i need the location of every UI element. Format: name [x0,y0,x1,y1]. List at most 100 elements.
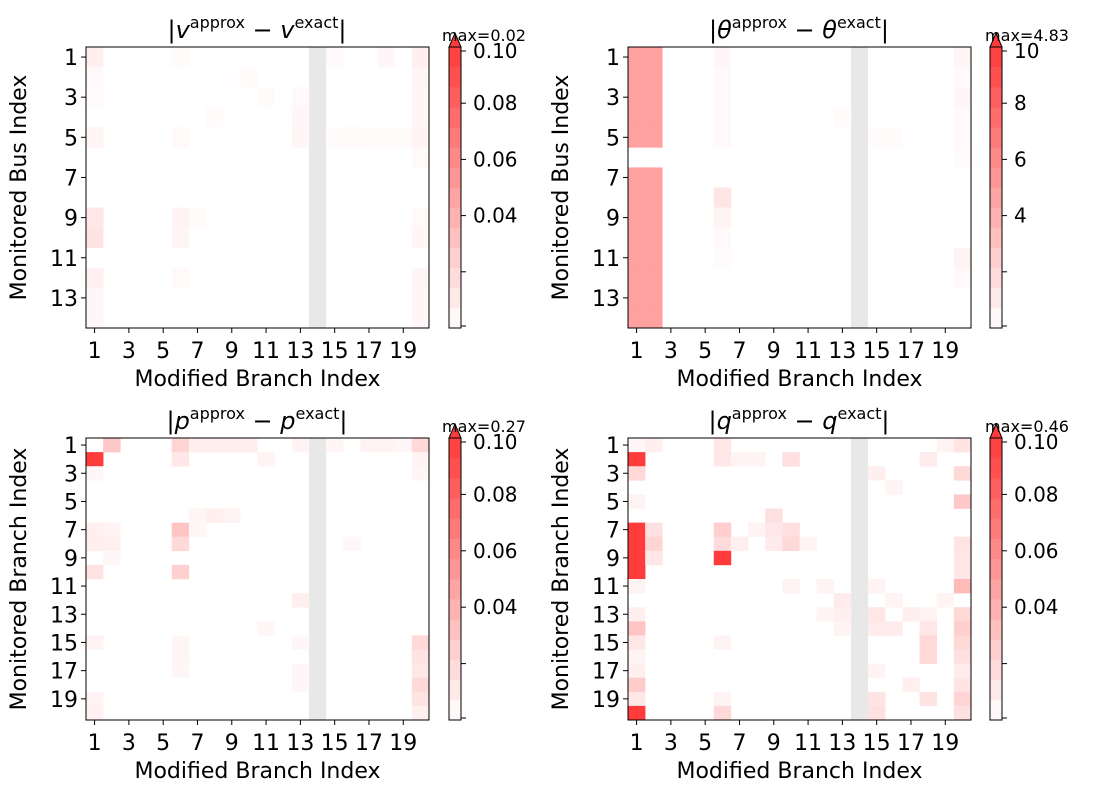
heatmap-cell [645,536,663,552]
colorbar-band [990,558,1002,580]
heatmap-cell [919,607,937,622]
y-tick-label: 1 [606,46,620,71]
max-label: max=0.46 [985,417,1069,436]
heatmap-cell [628,621,646,636]
colorbar-band [449,207,461,228]
heatmap-cell [713,87,732,108]
y-tick-label: 9 [606,207,620,232]
heatmap-cell [628,438,646,453]
x-tick-label: 5 [156,731,170,756]
axes-frame [85,437,430,721]
heatmap-cell [953,677,972,693]
heatmap-cell [628,67,646,88]
x-tick-label: 11 [252,339,280,364]
colorbar-band [990,438,1002,459]
heatmap-cell [713,438,732,453]
colorbar-band [449,107,461,128]
heatmap-cell [628,307,646,329]
y-tick-label: 5 [606,490,620,515]
x-tick-label: 13 [286,731,314,756]
heatmap-cell [713,635,732,650]
x-tick-label: 19 [931,339,959,364]
y-tick-label: 13 [592,287,620,312]
panel-title: |papprox − pexact| [166,404,347,435]
y-tick-label: 7 [64,519,78,544]
heatmap-cell [713,107,732,128]
masked-column [850,438,869,720]
heatmap-cell [188,522,207,537]
colorbar-band [990,147,1002,168]
y-tick-label: 17 [50,660,78,685]
heatmap-cell [411,691,430,707]
y-tick-label: 1 [64,434,78,459]
heatmap-cell [411,677,430,693]
colorbar-band [990,207,1002,228]
colorbar-tick-label: 10 [1014,39,1039,63]
colorbar-band [990,639,1002,660]
colorbar-tick-label: 6 [1014,147,1027,171]
heatmap-cell [953,663,972,678]
heatmap-cell [868,705,886,721]
y-tick-label: 11 [50,575,78,600]
heatmap-cell [868,621,886,636]
heatmap-cell [919,635,937,650]
heatmap-cell [953,635,972,650]
heatmap-cell [953,466,972,481]
heatmap-cell [628,579,646,594]
heatmap-cell [86,87,104,108]
heatmap-cell [645,267,663,289]
heatmap-cell [223,438,241,453]
x-axis-label: Modified Branch Index [134,367,380,392]
heatmap-cell [953,564,972,580]
heatmap-cell [953,649,972,664]
colorbar-tick-label: 0.08 [1014,482,1059,506]
colorbar-band [449,679,461,701]
heatmap-cell [782,536,800,552]
heatmap-cell [713,550,732,566]
x-tick-label: 3 [664,339,678,364]
x-tick-label: 9 [225,731,239,756]
heatmap-cell [240,438,258,453]
heatmap-cell [628,127,646,148]
heatmap-cell [628,107,646,128]
heatmap-cell [713,522,732,537]
heatmap-cell [919,452,937,467]
heatmap-cell [188,508,207,523]
heatmap-cell [188,207,207,228]
heatmap-cell [868,127,886,148]
heatmap-cell [171,649,190,664]
heatmap-cell [86,67,104,88]
heatmap-cell [411,47,430,68]
heatmap-cell [645,522,663,537]
heatmap-cell [953,267,972,289]
heatmap-cell [377,47,395,68]
colorbar-tick-label: 0.08 [473,482,518,506]
colorbar-band [449,458,461,479]
axes-frame [85,46,430,329]
colorbar-band [990,619,1002,640]
heatmap-cell [799,536,817,552]
colorbar-band [990,538,1002,560]
x-tick-label: 11 [794,339,822,364]
heatmap-cell [291,127,310,148]
colorbar-tick-label: 4 [1014,204,1027,228]
colorbar-band [990,679,1002,701]
heatmap-cell [730,536,749,552]
heatmap-cell [171,564,190,580]
colorbar-band [990,307,1002,329]
heatmap-cell [645,167,663,188]
heatmap-cell [645,247,663,269]
heatmap-cell [765,536,783,552]
colorbar-tick-label: 0.10 [473,430,518,454]
colorbar-band [449,619,461,640]
heatmap-cell [628,87,646,108]
heatmap-cell [953,67,972,88]
x-tick-label: 3 [122,731,136,756]
heatmap-cell [919,691,937,707]
y-tick-label: 1 [64,46,78,71]
heatmap-cell [628,47,646,68]
x-tick-label: 1 [630,731,644,756]
heatmap-cell [86,536,104,552]
colorbar-band [449,438,461,459]
colorbar-band [449,307,461,329]
